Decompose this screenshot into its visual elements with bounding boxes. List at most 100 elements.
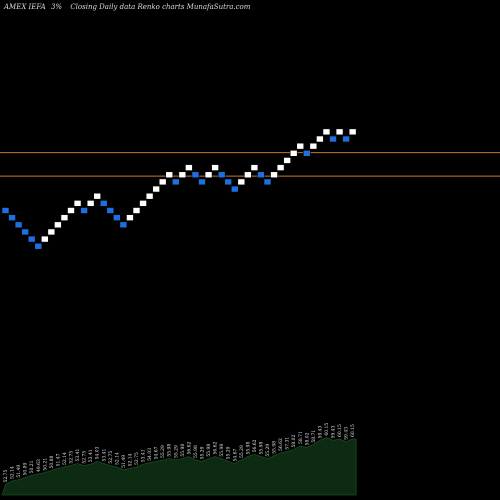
up-brick bbox=[132, 207, 141, 214]
up-brick bbox=[152, 185, 160, 193]
volume-label: 51.47 bbox=[55, 453, 61, 466]
volume-label: 56.62 bbox=[278, 438, 284, 451]
volume-label: 52.75 bbox=[3, 469, 9, 482]
volume-label: 50.21 bbox=[42, 458, 48, 471]
volume-label: 55.29 bbox=[226, 446, 232, 459]
volume-label: 55.98 bbox=[219, 444, 225, 457]
up-brick bbox=[40, 235, 49, 243]
down-brick bbox=[224, 178, 232, 186]
volume-label: 50.21 bbox=[29, 460, 35, 473]
volume-label: 52.75 bbox=[69, 451, 75, 464]
volume-label: 55.29 bbox=[200, 446, 206, 459]
renko-bricks bbox=[1, 128, 357, 250]
up-brick bbox=[145, 192, 154, 200]
up-brick bbox=[348, 128, 357, 136]
down-brick bbox=[27, 235, 36, 243]
chart-description: Closing Daily data Renko charts MunafaSu… bbox=[70, 3, 250, 11]
up-brick bbox=[283, 157, 291, 164]
volume-label: 55.29 bbox=[265, 444, 271, 457]
volume-label: 53.41 bbox=[75, 448, 81, 461]
volume-label: 55.98 bbox=[245, 441, 251, 454]
volume-label: 51.49 bbox=[16, 465, 22, 478]
down-brick bbox=[191, 171, 200, 179]
up-brick bbox=[204, 171, 213, 179]
volume-label: 56.62 bbox=[252, 439, 258, 452]
down-brick bbox=[1, 207, 10, 214]
volume-label: 54.03 bbox=[95, 446, 101, 459]
up-brick bbox=[244, 171, 252, 179]
down-brick bbox=[302, 150, 311, 157]
up-brick bbox=[158, 178, 167, 186]
down-brick bbox=[230, 185, 239, 193]
up-brick bbox=[165, 171, 174, 179]
up-brick bbox=[93, 192, 101, 200]
down-brick bbox=[106, 207, 115, 214]
volume-label: 50.89 bbox=[23, 462, 29, 475]
up-brick bbox=[309, 142, 318, 150]
down-brick bbox=[172, 178, 180, 186]
volume-fill bbox=[1, 437, 357, 496]
up-brick bbox=[60, 214, 69, 221]
volume-label: 55.98 bbox=[258, 441, 264, 454]
up-brick bbox=[67, 207, 75, 214]
up-brick bbox=[178, 171, 187, 179]
volume-label: 52.14 bbox=[114, 452, 120, 465]
volume-label: 55.98 bbox=[193, 445, 199, 458]
up-brick bbox=[237, 178, 246, 186]
down-brick bbox=[329, 135, 337, 143]
up-brick bbox=[296, 142, 305, 150]
volume-label: 60.15 bbox=[350, 424, 356, 437]
volume-label: 52.14 bbox=[10, 466, 16, 479]
volume-label: 49.63 bbox=[36, 459, 42, 472]
volume-label: 55.29 bbox=[173, 445, 179, 458]
volume-label: 53.41 bbox=[101, 448, 107, 461]
up-brick bbox=[276, 164, 285, 171]
down-brick bbox=[21, 228, 29, 236]
volume-label: 55.29 bbox=[160, 445, 166, 458]
up-brick bbox=[270, 171, 278, 179]
volume-label: 52.75 bbox=[108, 451, 114, 464]
up-brick bbox=[139, 200, 147, 207]
volume-label: 54.67 bbox=[232, 448, 238, 461]
volume-label: 56.62 bbox=[186, 441, 192, 454]
chart-title: AMEX IEFA bbox=[3, 3, 46, 11]
volume-label: 55.98 bbox=[206, 444, 212, 457]
up-brick bbox=[47, 228, 56, 236]
volume-label: 52.14 bbox=[62, 452, 68, 465]
up-brick bbox=[126, 214, 134, 221]
volume-label: 52.14 bbox=[127, 453, 133, 466]
volume-label: 55.98 bbox=[167, 444, 173, 457]
volume-label: 55.29 bbox=[239, 445, 245, 458]
up-brick bbox=[322, 128, 331, 136]
down-brick bbox=[119, 221, 128, 229]
volume-label: 59.43 bbox=[317, 425, 323, 438]
brick-size: 3% bbox=[51, 3, 62, 11]
volume-label: 55.98 bbox=[180, 444, 186, 457]
volume-label: 60.15 bbox=[337, 424, 343, 437]
down-brick bbox=[99, 200, 108, 207]
volume-labels: 52.75 52.14 51.49 50.89 50.21 49.63 50.21 50.88… bbox=[3, 423, 356, 483]
volume-label: 53.41 bbox=[141, 449, 147, 462]
volume-label: 51.49 bbox=[121, 455, 127, 468]
volume-label: 50.88 bbox=[49, 455, 55, 468]
volume-label: 59.43 bbox=[331, 425, 337, 438]
up-brick bbox=[73, 200, 82, 207]
volume-label: 58.02 bbox=[291, 434, 297, 447]
down-brick bbox=[263, 178, 272, 186]
down-brick bbox=[113, 214, 121, 221]
down-brick bbox=[342, 135, 350, 143]
volume-label: 55.98 bbox=[272, 441, 278, 454]
up-brick bbox=[211, 164, 219, 171]
volume-label: 58.71 bbox=[298, 431, 304, 444]
svg-text:AMEX IEFA 3% Closing: AMEX IEFA 3% Closing Daily data Renko ch… bbox=[3, 3, 251, 11]
volume-label: 57.31 bbox=[285, 437, 291, 450]
up-brick bbox=[86, 200, 95, 207]
down-brick bbox=[14, 221, 23, 229]
down-brick bbox=[198, 178, 206, 186]
volume-label: 60.15 bbox=[324, 423, 330, 436]
up-brick bbox=[316, 135, 324, 143]
down-brick bbox=[80, 207, 88, 214]
volume-label: 54.67 bbox=[154, 446, 160, 459]
